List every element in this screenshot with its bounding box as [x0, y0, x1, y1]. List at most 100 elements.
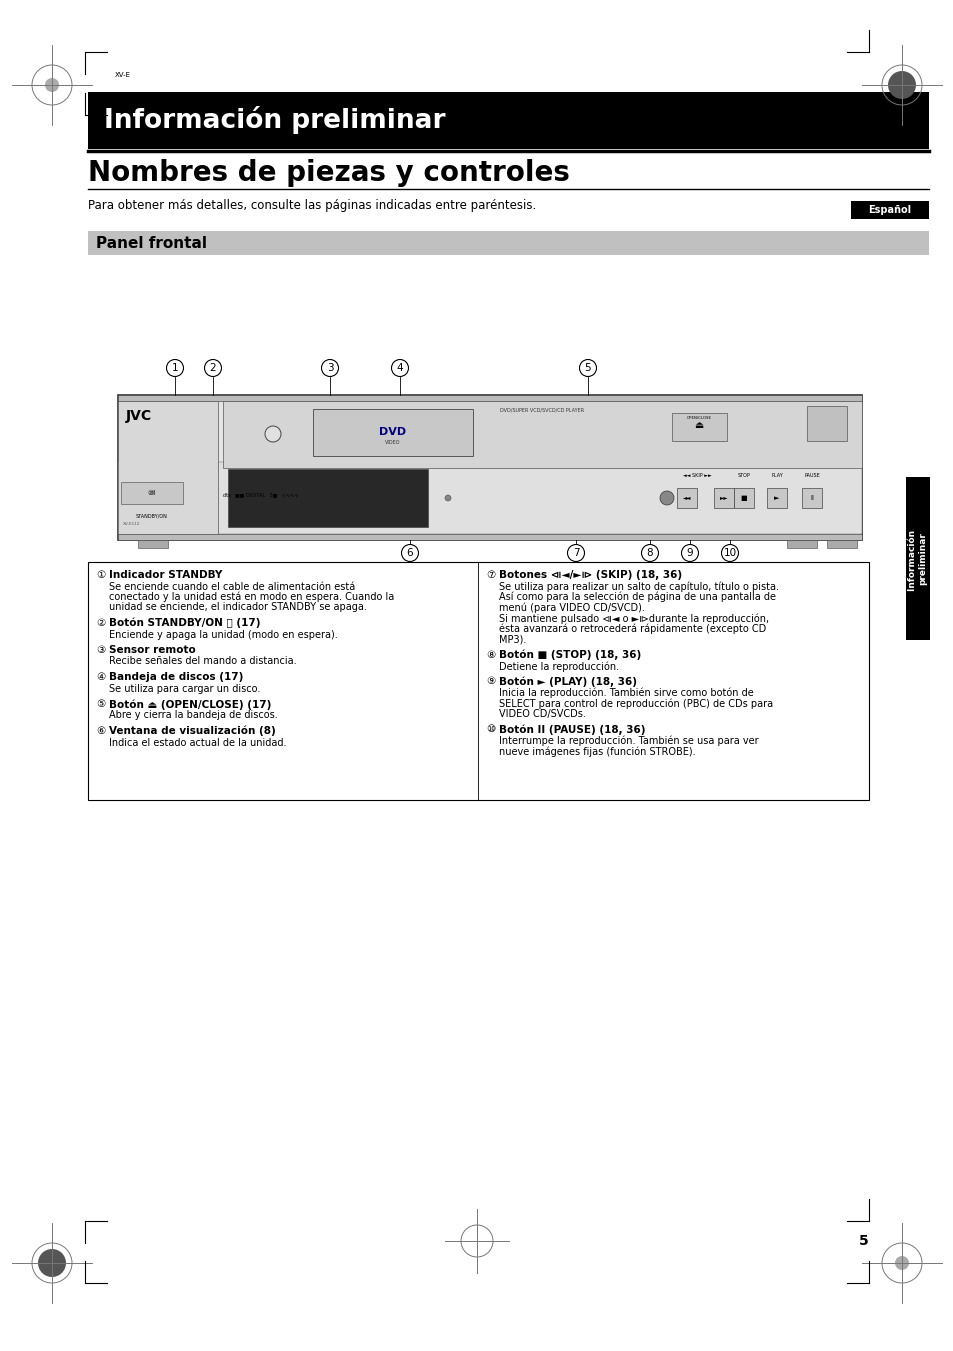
Text: nueve imágenes fijas (función STROBE).: nueve imágenes fijas (función STROBE).: [498, 747, 695, 757]
Text: Así como para la selección de página de una pantalla de: Así como para la selección de página de …: [498, 592, 775, 603]
Text: 7: 7: [572, 549, 578, 558]
Text: Indicador STANDBY: Indicador STANDBY: [109, 570, 222, 580]
Text: Panel frontal: Panel frontal: [96, 235, 207, 250]
Text: DVD/SUPER VCD/SVCD/CD PLAYER: DVD/SUPER VCD/SVCD/CD PLAYER: [499, 407, 583, 412]
Text: Botón ► (PLAY) (18, 36): Botón ► (PLAY) (18, 36): [498, 677, 637, 688]
Text: 8: 8: [646, 549, 653, 558]
Circle shape: [38, 1250, 66, 1277]
Text: 1: 1: [172, 363, 178, 373]
Bar: [223, 401, 862, 467]
Text: 5: 5: [859, 1233, 868, 1248]
Text: ⑩: ⑩: [485, 724, 495, 735]
Bar: [677, 488, 697, 508]
Text: ③: ③: [96, 644, 105, 655]
Text: ④: ④: [96, 671, 105, 682]
Text: ■: ■: [740, 494, 746, 501]
Text: ◄◄ SKIP ►►: ◄◄ SKIP ►►: [682, 473, 711, 478]
Circle shape: [45, 78, 59, 92]
Circle shape: [679, 490, 693, 505]
Bar: [118, 394, 862, 401]
Text: Si mantiene pulsado ⧏◄ o ►⧐durante la reproducción,: Si mantiene pulsado ⧏◄ o ►⧐durante la re…: [498, 613, 768, 624]
Bar: [88, 92, 928, 149]
Text: Botón II (PAUSE) (18, 36): Botón II (PAUSE) (18, 36): [498, 724, 645, 735]
Text: VIDEO: VIDEO: [385, 439, 400, 444]
Text: Botón ⏏ (OPEN/CLOSE) (17): Botón ⏏ (OPEN/CLOSE) (17): [109, 698, 271, 709]
Bar: [733, 488, 753, 508]
Text: STANDBY/ON: STANDBY/ON: [136, 513, 168, 519]
Bar: [118, 394, 862, 540]
Text: ⑦: ⑦: [485, 570, 495, 580]
Text: Se enciende cuando el cable de alimentación está: Se enciende cuando el cable de alimentac…: [109, 581, 355, 592]
Text: Inicia la reproducción. También sirve como botón de: Inicia la reproducción. También sirve co…: [498, 688, 753, 698]
Text: conectado y la unidad está en modo en espera. Cuando la: conectado y la unidad está en modo en es…: [109, 592, 394, 603]
Text: Información preliminar: Información preliminar: [104, 107, 445, 135]
Text: ⑨: ⑨: [485, 677, 495, 686]
Bar: [88, 231, 928, 255]
Text: 3: 3: [326, 363, 333, 373]
Text: Interrumpe la reproducción. También se usa para ver: Interrumpe la reproducción. También se u…: [498, 736, 758, 747]
Circle shape: [887, 72, 915, 99]
Text: ►: ►: [774, 494, 779, 501]
Text: ⑥: ⑥: [96, 725, 105, 736]
Text: Se utiliza para realizar un salto de capítulo, título o pista.: Se utiliza para realizar un salto de cap…: [498, 581, 779, 592]
Circle shape: [578, 359, 596, 377]
Bar: [138, 540, 168, 549]
Text: 10: 10: [722, 549, 736, 558]
Circle shape: [720, 544, 738, 562]
Bar: [766, 488, 786, 508]
Text: Ventana de visualización (8): Ventana de visualización (8): [109, 725, 275, 736]
Text: II: II: [809, 494, 813, 501]
Text: XV-E: XV-E: [115, 72, 131, 78]
Bar: [905, 477, 929, 640]
Bar: [88, 562, 868, 800]
Bar: [713, 488, 733, 508]
Text: ⑤: ⑤: [96, 698, 105, 709]
Bar: [121, 482, 183, 504]
Bar: [118, 462, 862, 534]
Circle shape: [401, 544, 418, 562]
Text: Botón STANDBY/ON ⏻ (17): Botón STANDBY/ON ⏻ (17): [109, 617, 260, 628]
Text: ésta avanzará o retrocederá rápidamente (excepto CD: ésta avanzará o retrocederá rápidamente …: [498, 624, 765, 634]
Text: ①: ①: [96, 570, 105, 580]
Circle shape: [659, 490, 673, 505]
Text: OPEN/CLOSE: OPEN/CLOSE: [686, 416, 711, 420]
Bar: [850, 201, 928, 219]
Text: ⑧: ⑧: [485, 650, 495, 659]
Bar: [313, 409, 473, 457]
Circle shape: [204, 359, 221, 377]
Bar: [228, 469, 428, 527]
Circle shape: [167, 359, 183, 377]
Text: DVD: DVD: [379, 427, 406, 436]
Circle shape: [894, 1256, 908, 1270]
Text: PAUSE: PAUSE: [803, 473, 819, 478]
Text: Botón ■ (STOP) (18, 36): Botón ■ (STOP) (18, 36): [498, 650, 640, 661]
Text: Recibe señales del mando a distancia.: Recibe señales del mando a distancia.: [109, 657, 296, 666]
Text: Sensor remoto: Sensor remoto: [109, 644, 195, 655]
Text: 2: 2: [210, 363, 216, 373]
Text: Detiene la reproducción.: Detiene la reproducción.: [498, 661, 618, 671]
Text: Enciende y apaga la unidad (modo en espera).: Enciende y apaga la unidad (modo en espe…: [109, 630, 337, 639]
Text: JVC: JVC: [126, 409, 152, 423]
Circle shape: [567, 544, 584, 562]
Text: STOP: STOP: [737, 473, 750, 478]
Text: Información 
preliminar: Información preliminar: [907, 527, 926, 590]
Text: ⏏: ⏏: [694, 420, 703, 430]
Text: Abre y cierra la bandeja de discos.: Abre y cierra la bandeja de discos.: [109, 711, 277, 720]
Text: Español: Español: [867, 205, 911, 215]
Text: ►►: ►►: [719, 496, 727, 500]
Bar: [118, 534, 862, 540]
Circle shape: [444, 494, 451, 501]
Text: Indica el estado actual de la unidad.: Indica el estado actual de la unidad.: [109, 738, 286, 747]
Text: 9: 9: [686, 549, 693, 558]
Text: XV-E112: XV-E112: [123, 521, 140, 526]
Text: ◄◄: ◄◄: [682, 496, 691, 500]
Text: Se utiliza para cargar un disco.: Se utiliza para cargar un disco.: [109, 684, 260, 693]
Text: MP3).: MP3).: [498, 634, 526, 644]
Text: 5: 5: [584, 363, 591, 373]
Text: 4: 4: [396, 363, 403, 373]
Circle shape: [640, 544, 658, 562]
Bar: [671, 413, 726, 440]
Text: menú (para VIDEO CD/SVCD).: menú (para VIDEO CD/SVCD).: [498, 603, 644, 613]
Text: Nombres de piezas y controles: Nombres de piezas y controles: [88, 159, 569, 186]
Circle shape: [265, 426, 281, 442]
